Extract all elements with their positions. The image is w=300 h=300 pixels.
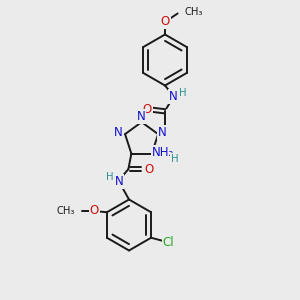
Text: Cl: Cl [163, 236, 174, 249]
Text: O: O [90, 204, 99, 217]
Text: CH₃: CH₃ [184, 7, 202, 17]
Text: N: N [114, 126, 123, 139]
Text: N: N [136, 110, 146, 123]
Text: N: N [169, 90, 178, 104]
Text: H: H [179, 88, 187, 98]
Text: N: N [158, 126, 167, 139]
Text: H: H [106, 172, 113, 182]
Text: H: H [171, 154, 178, 164]
Text: O: O [160, 15, 169, 28]
Text: N: N [114, 175, 123, 188]
Text: O: O [144, 163, 153, 176]
Text: NH₂: NH₂ [152, 146, 174, 159]
Text: O: O [142, 103, 152, 116]
Text: CH₃: CH₃ [56, 206, 75, 216]
